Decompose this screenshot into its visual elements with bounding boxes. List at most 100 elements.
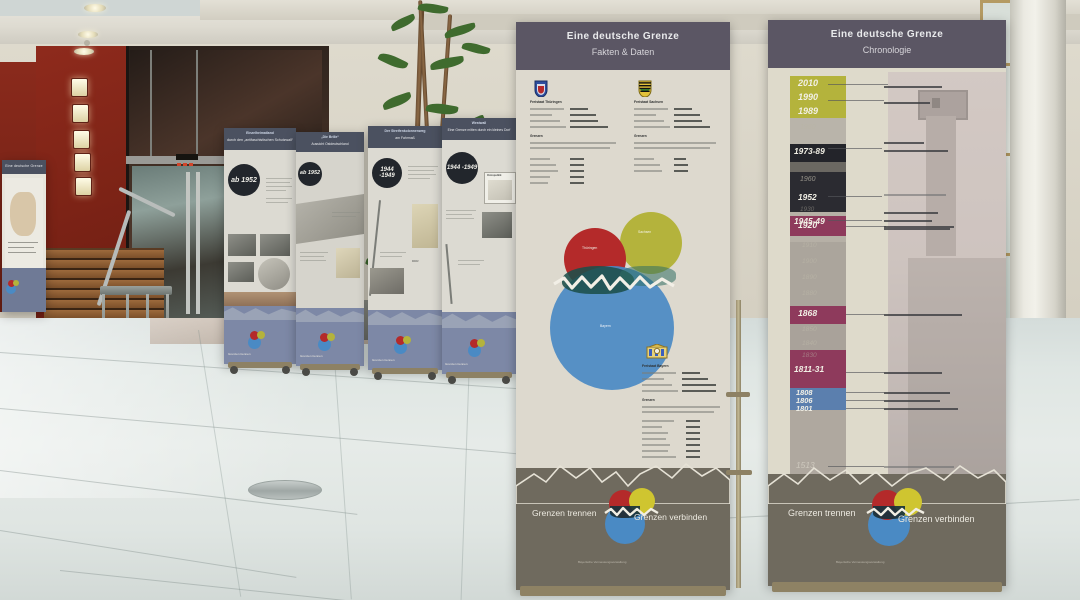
year-badge: 1944 -1949 xyxy=(372,158,402,188)
banner-kicker: Einzelheimatland xyxy=(246,131,274,135)
timeline-band-dark xyxy=(790,172,846,212)
banner-footer: Grenzen trennen xyxy=(296,308,364,366)
map-annotation: DDR xyxy=(412,259,419,263)
elevator-indicator xyxy=(176,154,198,166)
banner-slogan: Grenzen trennen xyxy=(300,354,323,358)
banner-headline: Aussicht Ostdeutschland xyxy=(311,142,349,146)
timeline-year: 1930 xyxy=(800,206,815,213)
timeline-year: 1806 xyxy=(796,396,813,405)
ceiling-downlight xyxy=(78,31,98,38)
banner-left-2[interactable]: „Die Brille“ Aussicht Ostdeutschland ab … xyxy=(296,132,364,366)
timeline-event xyxy=(884,220,932,222)
timeline-band-olive xyxy=(790,76,846,118)
ceiling-soffit xyxy=(0,0,240,16)
year-badge: ab 1952 xyxy=(228,164,260,196)
banner-header: „Die Brille“ Aussicht Ostdeutschland xyxy=(296,132,364,152)
timeline-year: 1880 xyxy=(802,290,817,297)
banner-body: ab 1952 xyxy=(224,150,296,306)
timeline-event xyxy=(884,142,924,144)
state-name: Freistaat Bayern xyxy=(642,364,669,368)
banner-slogan: Grenzen trennen xyxy=(372,358,395,362)
venn-label-thueringen: Thüringen xyxy=(582,246,598,250)
timeline-band-grey xyxy=(790,162,846,172)
stand-caster xyxy=(350,368,358,376)
state-name: Freistaat Sachsen xyxy=(634,100,664,104)
banner-right-chronologie[interactable]: Eine deutsche Grenze Chronologie 2010 19… xyxy=(768,20,1006,586)
stand-caster xyxy=(230,366,238,374)
banner-footer: Grenzen trennen xyxy=(368,310,442,370)
banner-credit: Bayerische Vermessungsverwaltung xyxy=(836,560,885,564)
banner-stand-base xyxy=(372,368,438,374)
banner-subtitle: Fakten & Daten xyxy=(591,47,655,57)
state-name: Freistaat Thüringen xyxy=(530,100,562,104)
wall-light xyxy=(72,104,89,123)
banner-title: Eine deutsche Grenze xyxy=(830,29,944,40)
banner-left-4[interactable]: Westwall Eine Grenze mitten durch ein kl… xyxy=(442,118,516,374)
ceiling-downlight xyxy=(84,4,106,12)
venn-label-sachsen: Sachsen xyxy=(638,230,652,234)
banner-left-1[interactable]: Einzelheimatland durch den „antifaschist… xyxy=(224,128,296,364)
wall-light xyxy=(73,130,90,149)
door-handle[interactable] xyxy=(186,172,190,314)
banner-body: ab 1952 xyxy=(296,152,364,308)
stand-crossbar xyxy=(726,470,752,475)
timeline-year: 1910 xyxy=(802,242,817,249)
banner-title: Eine deutsche Grenze xyxy=(5,164,43,168)
venn-circle-sachsen xyxy=(620,212,682,274)
border-outline-map xyxy=(768,464,1006,504)
timeline-year: 1945-49 xyxy=(794,216,825,226)
banner-footer: Grenzen trennen Grenzen verbinden Bayeri… xyxy=(768,464,1006,586)
banner-left-3[interactable]: Der Streifenkolonnenweg am Fahrmaß 1944 … xyxy=(368,126,442,370)
mullion xyxy=(150,50,152,156)
timeline-band-blue xyxy=(790,388,846,410)
timeline-band-maroon xyxy=(790,216,846,236)
banner-header: Westwall Eine Grenze mitten durch ein kl… xyxy=(442,118,516,140)
banner-body: 1944 -1949 DDR xyxy=(368,148,442,310)
banner-stand-base xyxy=(228,362,292,368)
timeline-year: 1830 xyxy=(802,352,817,359)
stand-caster xyxy=(282,366,290,374)
timeline-year: 1850 xyxy=(802,326,817,333)
banner-stand-base xyxy=(520,586,726,596)
timeline-event xyxy=(884,86,942,88)
border-outline-map xyxy=(516,462,730,504)
wall-light xyxy=(74,153,91,172)
logo-border-line xyxy=(866,506,925,517)
banner-kicker: Der Streifenkolonnenweg xyxy=(384,129,426,133)
inset-map-label: Ostrepublik xyxy=(487,174,502,177)
banner-footer: Grenzen trennen xyxy=(442,312,516,374)
inset-map: Ostrepublik xyxy=(484,172,516,204)
stand-crossbar xyxy=(726,392,750,397)
floor-access-plate xyxy=(248,480,322,500)
console-table xyxy=(100,286,172,295)
slogan-left: Grenzen trennen xyxy=(788,508,856,518)
sachsen-crest-icon xyxy=(638,80,652,98)
banner-headline: durch den „antifaschistischen Schutzwall… xyxy=(227,138,293,142)
banner-stand-pole xyxy=(736,300,741,588)
timeline-year: 1989 xyxy=(798,106,819,116)
banner-stand-base xyxy=(300,364,360,370)
timeline-band-maroon xyxy=(790,350,846,388)
timeline-year: 1808 xyxy=(796,388,813,397)
timeline-event xyxy=(884,466,954,468)
banner-kicker: „Die Brille“ xyxy=(320,135,340,139)
timeline-year: 1920 xyxy=(798,220,818,230)
ceiling-sensor-icon xyxy=(84,40,90,46)
timeline-year: 1952 xyxy=(798,192,817,202)
timeline-event xyxy=(884,194,946,196)
banner-stand-base xyxy=(446,372,512,378)
banner-center-fakten-daten[interactable]: Eine deutsche Grenze Fakten & Daten Frei… xyxy=(516,22,730,590)
timeline-year: 2010 xyxy=(798,78,819,88)
state-note-title: Grenzen xyxy=(530,134,543,138)
banner-far-left[interactable]: Eine deutsche Grenze xyxy=(2,160,46,312)
timeline-event xyxy=(884,314,962,316)
state-note-title: Grenzen xyxy=(642,398,655,402)
banner-header: Einzelheimatland durch den „antifaschist… xyxy=(224,128,296,150)
banner-footer xyxy=(2,268,46,312)
door-handle[interactable] xyxy=(196,172,200,314)
timeline-event xyxy=(884,400,940,402)
mullion xyxy=(196,50,198,156)
timeline-band-grey xyxy=(790,324,846,354)
timeline-event xyxy=(884,372,942,374)
venn-overlap xyxy=(620,266,676,286)
